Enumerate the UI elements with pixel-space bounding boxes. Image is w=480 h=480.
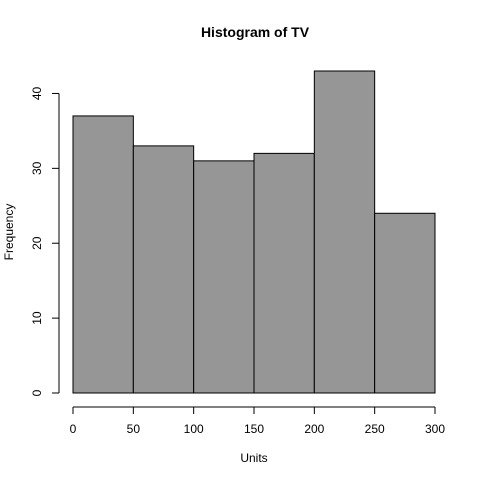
- y-axis-label: Frequency: [2, 204, 16, 261]
- histogram-bar-2: [193, 160, 255, 394]
- y-tick-label-0: 0: [30, 389, 44, 396]
- y-tick-label-1: 10: [30, 311, 44, 325]
- x-tick-label-6: 300: [425, 422, 445, 436]
- x-tick-label-2: 100: [184, 422, 204, 436]
- x-axis-label: Units: [240, 451, 267, 465]
- chart-title: Histogram of TV: [201, 24, 310, 40]
- y-tick-label-3: 30: [30, 161, 44, 175]
- histogram-bar-1: [132, 145, 195, 394]
- x-tick-label-0: 0: [70, 422, 77, 436]
- bars-group: [72, 70, 436, 394]
- x-tick-label-5: 250: [365, 422, 385, 436]
- y-axis: 0 10 20 30 40: [30, 86, 60, 396]
- y-tick-label-2: 20: [30, 236, 44, 250]
- histogram-bar-0: [72, 115, 134, 394]
- histogram-bar-3: [253, 152, 315, 394]
- x-tick-label-4: 200: [304, 422, 324, 436]
- x-tick-label-1: 50: [127, 422, 141, 436]
- x-axis: 0 50 100 150 200 250 300: [70, 406, 445, 436]
- histogram-bar-4: [313, 70, 376, 394]
- x-tick-label-3: 150: [244, 422, 264, 436]
- y-tick-label-4: 40: [30, 86, 44, 100]
- histogram-bar-5: [374, 212, 436, 394]
